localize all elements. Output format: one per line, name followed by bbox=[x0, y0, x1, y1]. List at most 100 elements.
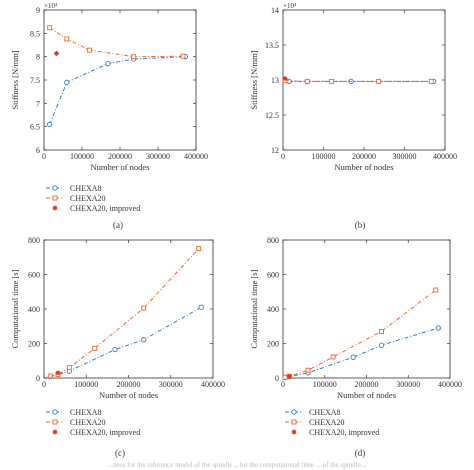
y-multiplier: ×10⁴ bbox=[283, 2, 297, 10]
legend-marker bbox=[52, 419, 58, 425]
y-tick-label: 200 bbox=[28, 340, 40, 349]
panel-c: 0 100000 200000 300000 400000 0 200 400 600 800 Nu… bbox=[10, 236, 225, 458]
legend-label: CHEXA20, improved bbox=[70, 204, 140, 213]
y-axis-label: Stiffness [N/mm] bbox=[10, 50, 20, 109]
x-tick-label: 100000 bbox=[74, 380, 98, 389]
x-tick-label: 100000 bbox=[70, 152, 94, 161]
data-point bbox=[378, 342, 385, 348]
data-point bbox=[105, 61, 111, 67]
data-point bbox=[141, 305, 147, 311]
y-axis-label: Stiffness [N/mm] bbox=[249, 50, 259, 109]
y-tick-label: 6 bbox=[36, 146, 40, 155]
y-tick-label: 400 bbox=[28, 305, 40, 314]
data-point bbox=[47, 121, 53, 127]
data-point bbox=[55, 370, 61, 376]
series-chexa20-improved bbox=[286, 373, 292, 379]
series-chexa20 bbox=[282, 78, 434, 84]
series-line bbox=[49, 56, 186, 125]
legend-label: CHEXA20 bbox=[309, 418, 345, 427]
panel-caption: (c) bbox=[115, 448, 125, 458]
legend-marker bbox=[52, 429, 58, 435]
legend-marker bbox=[291, 419, 297, 425]
data-point bbox=[196, 246, 202, 252]
y-tick-label: 7.5 bbox=[30, 76, 40, 85]
x-tick-label: 200000 bbox=[108, 152, 132, 161]
x-axis-label: Number of nodes bbox=[337, 390, 396, 400]
series-chexa8 bbox=[47, 54, 189, 127]
y-tick-label: 14 bbox=[271, 6, 279, 15]
legend-marker bbox=[52, 409, 58, 415]
x-tick-label: 400000 bbox=[433, 152, 457, 161]
y-axis-label: Computational time [s] bbox=[10, 269, 20, 348]
y-tick-label: 8 bbox=[36, 53, 40, 62]
legend-marker bbox=[291, 409, 297, 415]
legend-marker bbox=[52, 185, 58, 191]
y-tick-label: 800 bbox=[28, 236, 40, 245]
legend-label: CHEXA20 bbox=[70, 194, 106, 203]
data-point bbox=[286, 78, 292, 85]
x-tick-label: 300000 bbox=[393, 152, 417, 161]
y-tick-label: 800 bbox=[267, 236, 279, 245]
panel-caption: (a) bbox=[113, 220, 123, 230]
x-tick-label: 400000 bbox=[438, 380, 462, 389]
y-tick-label: 8.5 bbox=[30, 29, 40, 38]
series-chexa20-improved bbox=[282, 76, 288, 81]
data-point bbox=[305, 367, 311, 373]
series-chexa20-improved bbox=[54, 51, 59, 56]
plot-frame bbox=[282, 239, 451, 379]
series-chexa20-improved bbox=[55, 370, 61, 376]
legend-label: CHEXA20 bbox=[70, 418, 106, 427]
legend-marker bbox=[291, 429, 297, 435]
series-chexa20 bbox=[47, 246, 202, 379]
legend-label: CHEXA20, improved bbox=[70, 428, 140, 437]
data-point bbox=[433, 287, 439, 293]
legend-label: CHEXA20, improved bbox=[309, 428, 379, 437]
y-tick-label: 12 bbox=[271, 146, 279, 155]
x-axis-label: Number of nodes bbox=[90, 162, 149, 172]
x-tick-label: 200000 bbox=[117, 380, 141, 389]
y-axis-label: Computational time [s] bbox=[249, 269, 259, 348]
data-point bbox=[87, 47, 93, 53]
y-tick-label: 9 bbox=[36, 6, 40, 15]
data-point bbox=[112, 346, 118, 353]
x-tick-label: 400000 bbox=[201, 380, 225, 389]
series-line bbox=[284, 289, 437, 378]
y-tick-label: 13.5 bbox=[265, 41, 279, 50]
y-tick-label: 200 bbox=[267, 340, 279, 349]
x-tick-label: 100000 bbox=[313, 380, 337, 389]
series-chexa20 bbox=[47, 25, 186, 60]
panel-b: 0 100000 200000 300000 400000 12 12.5 13 13.5 14 N… bbox=[249, 2, 457, 230]
x-axis-label: Number of nodes bbox=[99, 390, 158, 400]
legend-label: CHEXA8 bbox=[70, 184, 102, 193]
data-point bbox=[286, 373, 292, 379]
data-point bbox=[350, 354, 356, 360]
data-point bbox=[198, 304, 204, 310]
data-point bbox=[92, 345, 98, 351]
y-tick-label: 6.5 bbox=[30, 123, 40, 132]
x-tick-label: 0 bbox=[281, 380, 285, 389]
x-tick-label: 0 bbox=[281, 152, 285, 161]
data-point bbox=[47, 25, 53, 31]
data-point bbox=[64, 79, 70, 85]
data-point bbox=[428, 78, 434, 84]
x-tick-label: 0 bbox=[42, 152, 46, 161]
data-point bbox=[131, 54, 137, 60]
panel-d: 0 100000 200000 300000 400000 0 200 400 600 800 Nu… bbox=[249, 236, 462, 458]
x-tick-label: 100000 bbox=[312, 152, 336, 161]
x-axis-label: Number of nodes bbox=[334, 162, 393, 172]
x-tick-label: 200000 bbox=[352, 152, 376, 161]
y-tick-label: 12.5 bbox=[265, 111, 279, 120]
data-point bbox=[180, 53, 186, 59]
data-point bbox=[435, 325, 441, 331]
data-point bbox=[47, 373, 53, 379]
y-tick-label: 7 bbox=[36, 99, 40, 108]
panel-caption: (b) bbox=[355, 220, 366, 230]
legend-label: CHEXA8 bbox=[70, 408, 102, 417]
figure-footer-fragment: ...ness for the reference model of the s… bbox=[108, 461, 366, 469]
panel-caption: (d) bbox=[355, 448, 366, 458]
y-tick-label: 0 bbox=[275, 374, 279, 383]
x-tick-label: 300000 bbox=[146, 152, 170, 161]
